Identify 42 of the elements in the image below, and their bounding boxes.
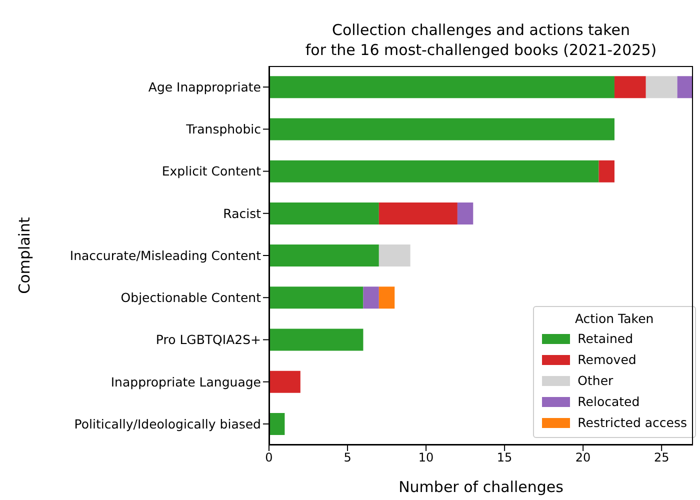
x-tick-label: 5 (344, 450, 352, 465)
x-axis-title: Number of challenges (398, 478, 564, 496)
y-tick-label: Inappropriate Language (110, 374, 262, 390)
y-tick-label: Pro LGBTQIA2S+ (156, 332, 261, 348)
bar (363, 286, 379, 309)
legend-label: Removed (578, 352, 636, 367)
x-tick-label: 25 (654, 450, 670, 465)
legend-label: Restricted access (578, 415, 687, 430)
y-tick-label: Politically/Ideologically biased (74, 416, 261, 432)
bar (646, 76, 678, 98)
bar (269, 244, 379, 267)
bar (378, 244, 410, 267)
bar (269, 202, 379, 224)
bar (598, 160, 614, 182)
bar (269, 412, 285, 435)
y-tick-label: Explicit Content (162, 164, 262, 179)
y-tick-label: Racist (223, 206, 262, 221)
x-tick-label: 15 (496, 450, 512, 465)
y-tick-label: Transphobic (185, 122, 262, 137)
bar (269, 160, 599, 182)
legend-label: Other (578, 373, 614, 388)
chart-title: Collection challenges and actions taken for the 16 most-challenged books (2021-2025) (304, 20, 658, 60)
bar (269, 118, 614, 140)
bar (269, 76, 614, 98)
bar (269, 286, 364, 309)
bar (378, 286, 395, 309)
bar (457, 202, 474, 224)
x-tick-label: 20 (575, 450, 591, 465)
bar (677, 76, 693, 98)
bar (269, 328, 364, 351)
legend-label: Retained (578, 331, 634, 346)
bar (269, 370, 300, 393)
legend-title: Action Taken (574, 311, 655, 326)
y-tick-label: Age Inappropriate (148, 79, 262, 94)
y-tick-label: Objectionable Content (120, 290, 262, 306)
y-axis-title: Complaint (15, 217, 34, 294)
legend-label: Relocated (578, 394, 640, 409)
y-tick-label: Inaccurate/Misleading Content (70, 248, 262, 263)
bar (614, 76, 646, 98)
x-tick-label: 10 (418, 450, 434, 465)
x-tick-label: 0 (265, 450, 273, 465)
bar (378, 202, 458, 224)
